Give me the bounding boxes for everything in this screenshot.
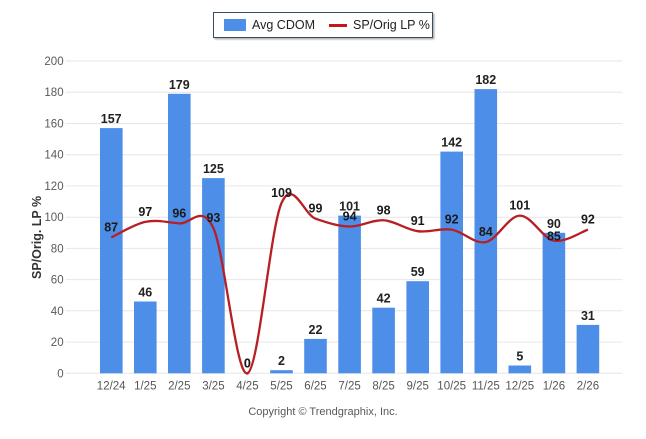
svg-text:1/26: 1/26 — [543, 380, 565, 392]
svg-text:0: 0 — [244, 356, 251, 370]
svg-text:84: 84 — [479, 225, 493, 239]
svg-text:94: 94 — [343, 210, 357, 224]
svg-text:0: 0 — [57, 368, 63, 380]
svg-text:8/25: 8/25 — [372, 380, 394, 392]
svg-text:2/25: 2/25 — [168, 380, 190, 392]
svg-text:3/25: 3/25 — [202, 380, 224, 392]
svg-text:182: 182 — [475, 73, 496, 87]
svg-text:200: 200 — [44, 56, 63, 68]
svg-text:93: 93 — [206, 211, 220, 225]
svg-text:2: 2 — [278, 354, 285, 368]
svg-text:5: 5 — [516, 350, 523, 364]
svg-text:91: 91 — [411, 214, 425, 228]
svg-text:109: 109 — [271, 186, 292, 200]
svg-text:101: 101 — [509, 199, 530, 213]
svg-text:42: 42 — [377, 292, 391, 306]
svg-text:140: 140 — [44, 150, 63, 162]
svg-text:20: 20 — [51, 337, 64, 349]
svg-text:80: 80 — [51, 243, 64, 255]
svg-text:179: 179 — [169, 78, 190, 92]
svg-text:98: 98 — [377, 203, 391, 217]
svg-text:10/25: 10/25 — [437, 380, 466, 392]
svg-text:85: 85 — [547, 229, 561, 243]
svg-text:142: 142 — [441, 136, 462, 150]
svg-text:87: 87 — [104, 220, 118, 234]
svg-text:157: 157 — [101, 112, 122, 126]
svg-text:120: 120 — [44, 181, 63, 193]
svg-text:11/25: 11/25 — [472, 380, 500, 392]
svg-text:46: 46 — [138, 286, 152, 300]
svg-text:7/25: 7/25 — [338, 380, 360, 392]
svg-text:125: 125 — [203, 162, 224, 176]
svg-text:99: 99 — [309, 202, 323, 216]
svg-text:96: 96 — [172, 206, 186, 220]
svg-text:40: 40 — [51, 306, 64, 318]
svg-text:12/24: 12/24 — [97, 380, 126, 392]
svg-text:6/25: 6/25 — [304, 380, 326, 392]
svg-text:160: 160 — [44, 119, 63, 131]
svg-text:2/26: 2/26 — [577, 380, 599, 392]
svg-text:180: 180 — [44, 87, 63, 99]
svg-text:100: 100 — [44, 212, 63, 224]
svg-text:4/25: 4/25 — [236, 380, 258, 392]
svg-text:97: 97 — [138, 205, 152, 219]
svg-text:5/25: 5/25 — [270, 380, 292, 392]
svg-text:31: 31 — [581, 309, 595, 323]
svg-text:59: 59 — [411, 265, 425, 279]
svg-text:1/25: 1/25 — [134, 380, 156, 392]
svg-text:92: 92 — [445, 213, 459, 227]
svg-text:22: 22 — [309, 323, 323, 337]
svg-text:9/25: 9/25 — [407, 380, 429, 392]
svg-text:92: 92 — [581, 213, 595, 227]
svg-text:12/25: 12/25 — [505, 380, 534, 392]
svg-text:60: 60 — [51, 275, 64, 287]
